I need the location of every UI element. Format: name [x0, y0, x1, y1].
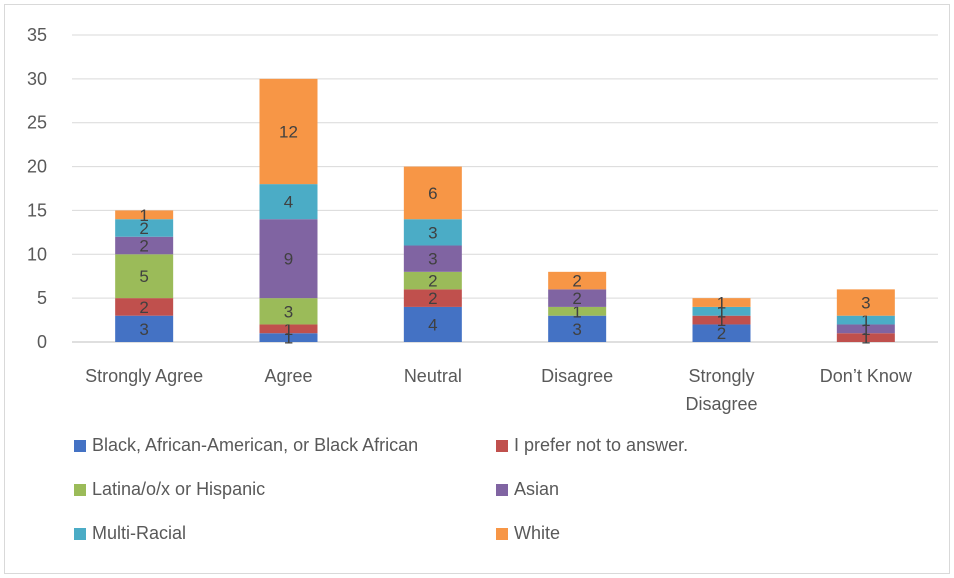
bar-segment	[259, 184, 318, 220]
y-tick-label: 10	[27, 244, 47, 264]
data-label: 1	[717, 311, 726, 330]
data-label: 1	[572, 302, 581, 321]
data-label: 2	[572, 272, 581, 291]
bar-segment	[548, 289, 607, 307]
data-label: 2	[428, 289, 437, 308]
data-label: 2	[139, 298, 148, 317]
data-label: 1	[284, 320, 293, 339]
data-label: 12	[279, 122, 298, 141]
y-tick-label: 0	[37, 332, 47, 352]
y-tick-label: 5	[37, 288, 47, 308]
bar-segment	[115, 219, 174, 237]
x-category-label: Neutral	[404, 366, 462, 386]
bar-segment	[403, 289, 462, 307]
data-label: 3	[572, 320, 581, 339]
bar-segment	[692, 298, 751, 307]
bar-segment	[836, 324, 895, 334]
data-label: 2	[717, 324, 726, 343]
data-label: 1	[717, 302, 726, 321]
data-label: 1	[284, 329, 293, 348]
data-label: 1	[139, 206, 148, 225]
data-label: 3	[861, 294, 870, 313]
bar-segment	[115, 210, 174, 220]
data-label: 6	[428, 184, 437, 203]
data-label: 2	[428, 272, 437, 291]
data-label: 2	[139, 219, 148, 238]
bar-segment	[115, 236, 174, 255]
data-label: 3	[428, 223, 437, 242]
y-tick-label: 30	[27, 69, 47, 89]
bar-segment	[403, 166, 462, 220]
data-label: 1	[861, 329, 870, 348]
data-label: 3	[284, 302, 293, 321]
bar-segment	[836, 333, 895, 342]
bar-segment	[548, 315, 607, 342]
x-category-label: Strongly	[688, 366, 754, 386]
bar-segment	[259, 219, 318, 299]
bar-segment	[836, 315, 895, 325]
bar-segment	[403, 306, 462, 342]
data-label: 1	[717, 294, 726, 313]
y-tick-label: 35	[27, 25, 47, 45]
bar-segment	[403, 245, 462, 272]
bar-segment	[259, 78, 318, 185]
bar-segment	[259, 324, 318, 334]
data-label: 5	[139, 267, 148, 286]
data-label: 3	[139, 320, 148, 339]
x-category-label: Strongly Agree	[85, 366, 203, 386]
x-category-label: Disagree	[685, 394, 757, 414]
y-tick-label: 20	[27, 157, 47, 177]
bar-segment	[115, 315, 174, 342]
bar-segment	[259, 333, 318, 342]
x-category-label: Agree	[264, 366, 312, 386]
data-label: 1	[861, 311, 870, 330]
x-category-label: Don’t Know	[820, 366, 913, 386]
y-tick-label: 15	[27, 200, 47, 220]
bar-segment	[115, 298, 174, 316]
bar-segment	[548, 306, 607, 316]
bar-segment	[115, 254, 174, 299]
bar-segment	[692, 324, 751, 342]
y-tick-label: 25	[27, 113, 47, 133]
data-label: 9	[284, 250, 293, 269]
data-label: 1	[861, 320, 870, 339]
bar-segment	[403, 271, 462, 290]
bar-segment	[403, 219, 462, 246]
bar-segment	[259, 298, 318, 325]
data-label: 2	[139, 237, 148, 256]
bar-segment	[692, 315, 751, 325]
x-category-label: Disagree	[541, 366, 613, 386]
bar-segment	[836, 289, 895, 316]
data-label: 4	[284, 193, 293, 212]
data-label: 2	[572, 289, 581, 308]
bar-segment	[692, 306, 751, 316]
data-label: 4	[428, 315, 437, 334]
bar-segment	[548, 271, 607, 290]
data-label: 3	[428, 250, 437, 269]
